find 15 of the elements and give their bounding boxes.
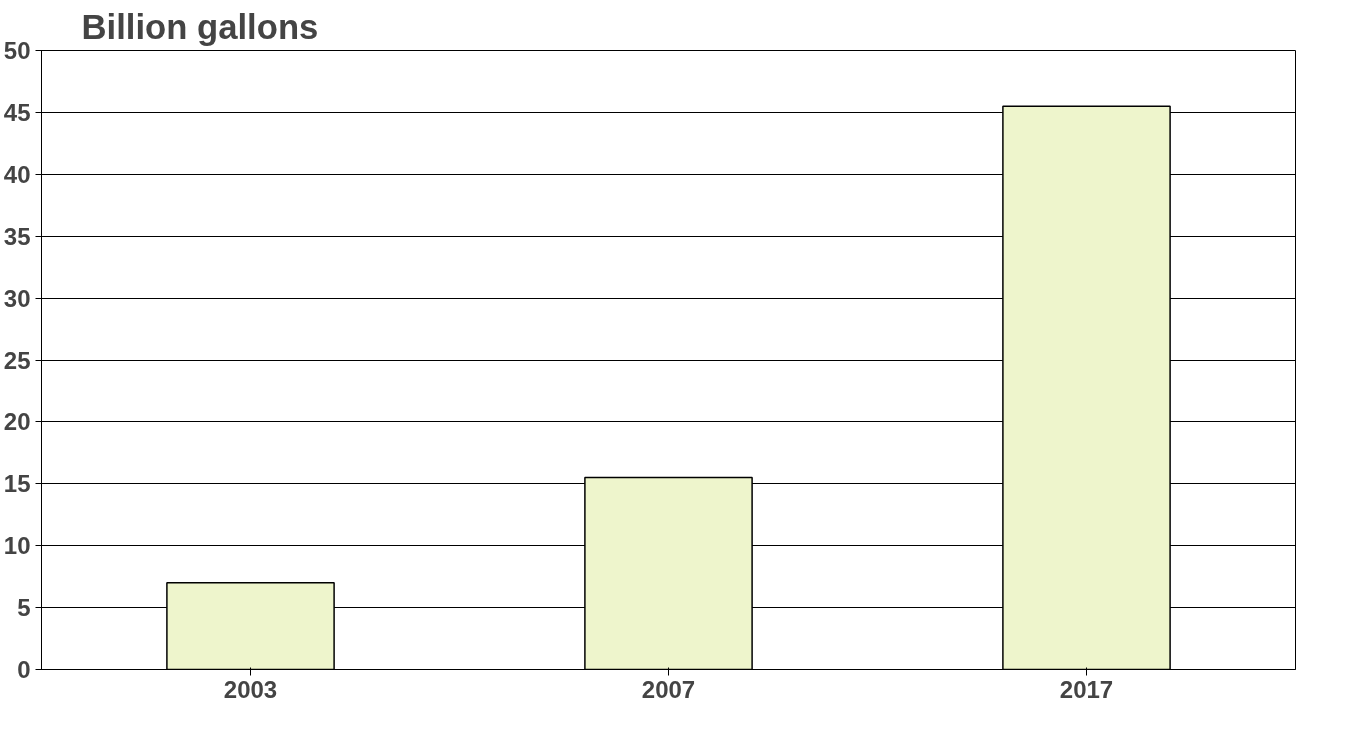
y-tick-label: 35 xyxy=(3,222,31,250)
x-tick-label: 2007 xyxy=(641,675,696,703)
y-tick-label: 10 xyxy=(3,532,31,560)
chart-title: Billion gallons xyxy=(81,7,319,46)
y-tick-label: 30 xyxy=(3,284,31,312)
x-tick-label: 2003 xyxy=(223,675,278,703)
y-tick-label: 40 xyxy=(3,160,31,188)
y-tick-label: 0 xyxy=(17,656,31,683)
y-tick-label: 45 xyxy=(3,98,31,126)
y-tick-label: 5 xyxy=(17,594,31,622)
y-tick-label: 50 xyxy=(3,37,31,64)
x-tick-label: 2017 xyxy=(1059,675,1114,703)
y-tick-label: 25 xyxy=(3,346,31,374)
y-tick-label: 20 xyxy=(3,408,31,436)
y-tick-label: 15 xyxy=(3,470,31,498)
